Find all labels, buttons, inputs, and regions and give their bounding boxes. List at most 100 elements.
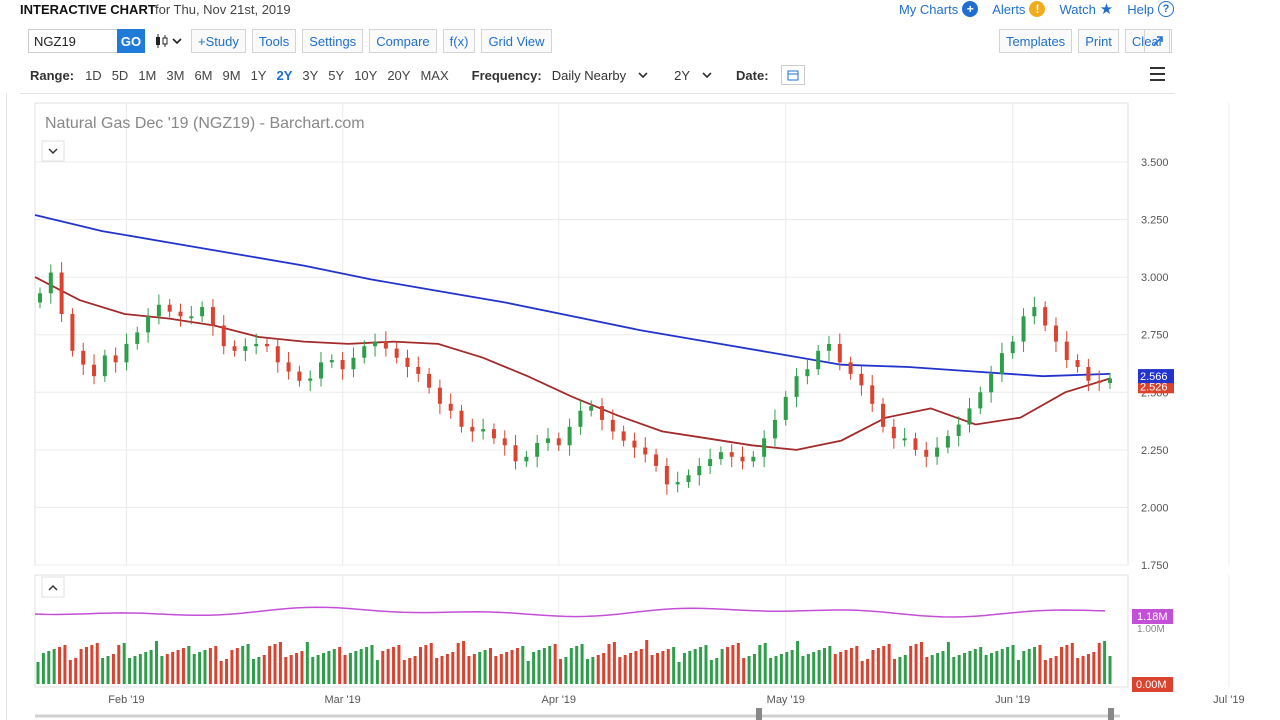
candle-body (1086, 366, 1091, 381)
volume-bar (90, 645, 94, 684)
candle-body (708, 459, 713, 466)
study-button[interactable]: +Study (191, 29, 246, 53)
templates-button[interactable]: Templates (998, 29, 1073, 53)
y-tick-label: 1.750 (1141, 560, 1169, 572)
candle-body (1010, 341, 1015, 354)
print-button[interactable]: Print (1078, 29, 1119, 53)
range-1y[interactable]: 1Y (250, 67, 267, 83)
candle-body (146, 316, 151, 333)
volume-bar (198, 652, 202, 684)
go-button[interactable]: GO (117, 29, 145, 53)
top-bar: INTERACTIVE CHART for Thu, Nov 21st, 201… (0, 0, 1280, 20)
volume-bar (165, 654, 169, 684)
volume-bar (1006, 647, 1010, 684)
candle-body (135, 332, 140, 344)
watch-link[interactable]: Watch ★ (1059, 0, 1113, 18)
tools-button[interactable]: Tools (251, 29, 297, 53)
volume-bar (537, 650, 541, 684)
range-max[interactable]: MAX (420, 67, 449, 83)
help-link[interactable]: Help ? (1127, 1, 1174, 17)
volume-bar (413, 656, 417, 684)
scroller-handle[interactable] (756, 708, 762, 720)
candlestick-icon (156, 34, 168, 48)
range-20y[interactable]: 20Y (387, 67, 411, 83)
volume-bar (515, 648, 519, 684)
volume-bar (435, 658, 439, 684)
volume-bar (128, 658, 132, 684)
range-1m[interactable]: 1M (138, 67, 157, 83)
range-2y[interactable]: 2Y (276, 67, 293, 83)
price-pane (34, 102, 1129, 566)
volume-bar (553, 644, 557, 684)
scroller-handle[interactable] (1108, 708, 1114, 720)
volume-bar (408, 658, 412, 684)
candle-body (535, 442, 540, 457)
date-picker[interactable] (780, 65, 805, 85)
candle-body (373, 341, 378, 347)
volume-bar (354, 651, 358, 684)
frequency-select[interactable]: Daily Nearby (552, 68, 648, 83)
candle-body (1075, 360, 1080, 367)
volume-bar (386, 649, 390, 684)
volume-bar (796, 641, 800, 684)
oscillator-badge (1132, 609, 1173, 624)
my-charts-link[interactable]: My Charts + (899, 1, 979, 17)
volume-bar (1070, 643, 1074, 684)
fx-button[interactable]: f(x) (442, 29, 476, 53)
volume-bar (699, 647, 703, 684)
volume-bar (968, 651, 972, 684)
range-5y[interactable]: 5Y (328, 67, 345, 83)
candle-body (621, 431, 626, 441)
volume-bar (225, 659, 229, 684)
expand-button[interactable] (1144, 29, 1172, 53)
volume-bar (634, 651, 638, 684)
alerts-link[interactable]: Alerts ! (992, 1, 1046, 17)
volume-bar (731, 645, 735, 684)
candle-body (189, 316, 194, 319)
oscillator-value-label: 1.18M (1137, 611, 1168, 623)
range-3y[interactable]: 3Y (302, 67, 319, 83)
candle-body (610, 419, 615, 432)
volume-bar (709, 660, 713, 684)
range-6m[interactable]: 6M (194, 67, 213, 83)
range-5d[interactable]: 5D (111, 67, 129, 83)
volume-bar (559, 659, 563, 684)
volume-bar (381, 651, 385, 684)
compare-button[interactable]: Compare (369, 29, 437, 53)
volume-bar (1027, 649, 1031, 684)
hamburger-menu-icon[interactable] (1150, 67, 1165, 81)
range-9m[interactable]: 9M (222, 67, 241, 83)
volume-bar (122, 643, 126, 684)
symbol-input[interactable] (28, 29, 118, 53)
volume-bar (726, 647, 730, 684)
collapse-button[interactable] (41, 140, 65, 162)
app-title: INTERACTIVE CHART (20, 2, 156, 17)
period-value: 2Y (674, 67, 691, 83)
volume-bar (790, 650, 794, 684)
period-select[interactable]: 2Y (674, 68, 712, 83)
volume-bar (472, 654, 476, 684)
volume-bar (984, 655, 988, 684)
candle-body (935, 447, 940, 457)
volume-bar (704, 645, 708, 684)
frequency-value: Daily Nearby (551, 67, 627, 83)
candle-body (491, 429, 496, 439)
settings-button[interactable]: Settings (302, 29, 364, 53)
candle-body (178, 311, 183, 317)
candle-body (427, 373, 432, 388)
range-1d[interactable]: 1D (85, 67, 102, 83)
candle-body (837, 343, 842, 363)
candle-body (870, 385, 875, 404)
range-10y[interactable]: 10Y (354, 67, 378, 83)
chart-type-selector[interactable] (151, 29, 185, 53)
volume-bar (241, 646, 245, 684)
volume-bar (801, 656, 805, 684)
range-3m[interactable]: 3M (166, 67, 185, 83)
candle-body (416, 366, 421, 374)
volume-bar (742, 658, 746, 684)
volume-bar (591, 657, 595, 684)
volume-bar (763, 643, 767, 684)
volume-bar (914, 644, 918, 684)
grid-view-button[interactable]: Grid View (481, 29, 552, 53)
